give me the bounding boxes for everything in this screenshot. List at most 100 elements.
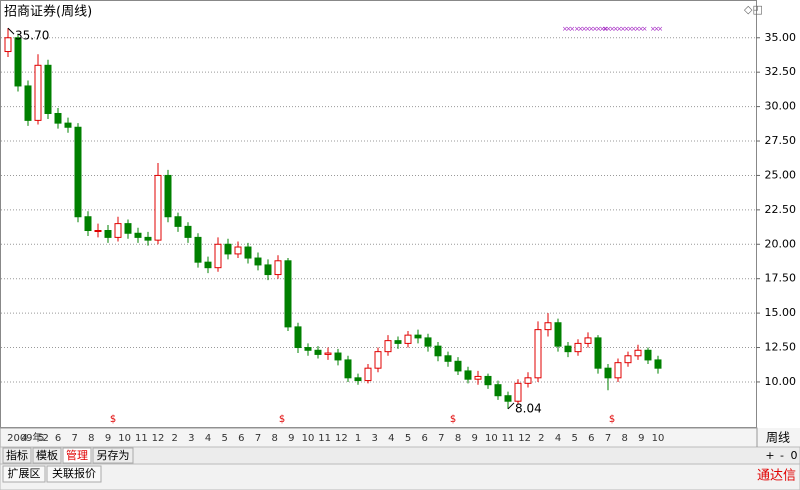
event-mark: × bbox=[562, 25, 568, 33]
x-tick-label: 9 bbox=[638, 433, 644, 444]
candle-body bbox=[254, 257, 262, 266]
x-tick-label: 11 bbox=[318, 433, 331, 444]
period-button[interactable]: + bbox=[765, 449, 774, 462]
x-tick-label: 5 bbox=[38, 433, 44, 444]
candle-body bbox=[204, 261, 212, 269]
candle-body bbox=[164, 174, 172, 218]
event-mark: × bbox=[613, 25, 619, 33]
dividend-marker[interactable]: $ bbox=[609, 414, 615, 425]
toolbar-tab[interactable]: 另存为 bbox=[97, 448, 130, 462]
dividend-marker[interactable]: $ bbox=[279, 414, 285, 425]
y-tick-label: 20.00 bbox=[765, 237, 797, 250]
x-tick-label: 5 bbox=[571, 433, 577, 444]
candle-body bbox=[364, 367, 372, 382]
candle-body bbox=[644, 349, 652, 361]
candle-body bbox=[114, 223, 122, 238]
period-label[interactable]: 周线 bbox=[766, 431, 790, 445]
y-tick-label: 30.00 bbox=[765, 100, 797, 113]
y-tick-label: 15.00 bbox=[765, 306, 797, 319]
chart-title: 招商证券(周线) bbox=[4, 4, 92, 20]
footer-tab[interactable]: 扩展区 bbox=[8, 466, 41, 480]
candle-body bbox=[294, 326, 302, 349]
x-tick-label: 10 bbox=[485, 433, 498, 444]
x-tick-label: 12 bbox=[518, 433, 531, 444]
toolbar-tab[interactable]: 模板 bbox=[36, 448, 58, 462]
x-tick-label: 10 bbox=[302, 433, 315, 444]
candle-body bbox=[404, 334, 412, 344]
period-button[interactable]: 0 bbox=[791, 449, 798, 462]
event-mark: × bbox=[578, 25, 584, 33]
footer-tab-bg bbox=[2, 465, 46, 483]
x-tick-label: 12 bbox=[335, 433, 348, 444]
candle-body bbox=[94, 230, 102, 233]
candle-body bbox=[224, 243, 232, 255]
event-mark: × bbox=[599, 25, 605, 33]
x-tick-label: 7 bbox=[255, 433, 261, 444]
brand: 通达信 bbox=[757, 469, 796, 484]
candle-body bbox=[154, 174, 162, 241]
candle-body bbox=[354, 377, 362, 382]
period-button[interactable]: - bbox=[780, 449, 784, 462]
dividend-marker[interactable]: $ bbox=[110, 414, 116, 425]
footer-tab[interactable]: 关联报价 bbox=[52, 466, 96, 480]
x-tick-label: 6 bbox=[238, 433, 244, 444]
event-mark: × bbox=[624, 25, 630, 33]
x-tick-label: 7 bbox=[71, 433, 77, 444]
candle-body bbox=[564, 345, 572, 353]
x-tick-label: 9 bbox=[471, 433, 477, 444]
event-mark: × bbox=[574, 25, 580, 33]
window-icon[interactable]: ◇◰ bbox=[744, 3, 763, 16]
y-tick-label: 35.00 bbox=[765, 31, 797, 44]
candle-body bbox=[74, 126, 82, 218]
toolbar-tab-bg bbox=[32, 447, 62, 464]
candle-body bbox=[654, 359, 662, 369]
x-tick-label: 4 bbox=[21, 433, 27, 444]
x-tick-label: 5 bbox=[405, 433, 411, 444]
event-mark: × bbox=[585, 25, 591, 33]
candle-body bbox=[44, 64, 52, 114]
candle-body bbox=[484, 375, 492, 386]
x-tick-label: 5 bbox=[221, 433, 227, 444]
footer bbox=[0, 463, 800, 490]
x-tick-label: 4 bbox=[555, 433, 561, 444]
candle-body bbox=[174, 216, 182, 227]
candle-body bbox=[314, 349, 322, 355]
candle-body bbox=[134, 232, 142, 238]
event-mark: × bbox=[566, 25, 572, 33]
candle-body bbox=[424, 337, 432, 347]
x-tick-label: 4 bbox=[205, 433, 211, 444]
candle-body bbox=[444, 355, 452, 362]
candle-body bbox=[634, 349, 642, 357]
candle-body bbox=[604, 367, 612, 379]
event-mark: × bbox=[603, 25, 609, 33]
candle-body bbox=[454, 360, 462, 372]
event-mark: × bbox=[650, 25, 656, 33]
y-tick-label: 10.00 bbox=[765, 375, 797, 388]
x-tick-label: 2 bbox=[171, 433, 177, 444]
dividend-marker[interactable]: $ bbox=[450, 414, 456, 425]
candle-body bbox=[504, 395, 512, 402]
event-mark: × bbox=[642, 25, 648, 33]
x-tick-label: 3 bbox=[188, 433, 194, 444]
candle-body bbox=[304, 347, 312, 351]
candle-body bbox=[434, 345, 442, 357]
toolbar-tab[interactable]: 管理 bbox=[66, 448, 88, 462]
x-tick-label: 7 bbox=[438, 433, 444, 444]
candle-body bbox=[194, 236, 202, 263]
candle-body bbox=[514, 382, 522, 402]
event-mark: × bbox=[627, 25, 633, 33]
candle-body bbox=[384, 340, 392, 353]
candle-body bbox=[574, 342, 582, 353]
toolbar-tab[interactable]: 指标 bbox=[6, 448, 28, 462]
candle-body bbox=[524, 377, 532, 384]
candle-body bbox=[214, 243, 222, 269]
x-tick-label: 10 bbox=[652, 433, 665, 444]
annotation-label: 8.04 bbox=[515, 401, 542, 415]
event-mark: × bbox=[634, 25, 640, 33]
candle-body bbox=[64, 122, 72, 128]
x-tick-label: 6 bbox=[55, 433, 61, 444]
event-mark: × bbox=[654, 25, 660, 33]
candle-body bbox=[374, 351, 382, 369]
